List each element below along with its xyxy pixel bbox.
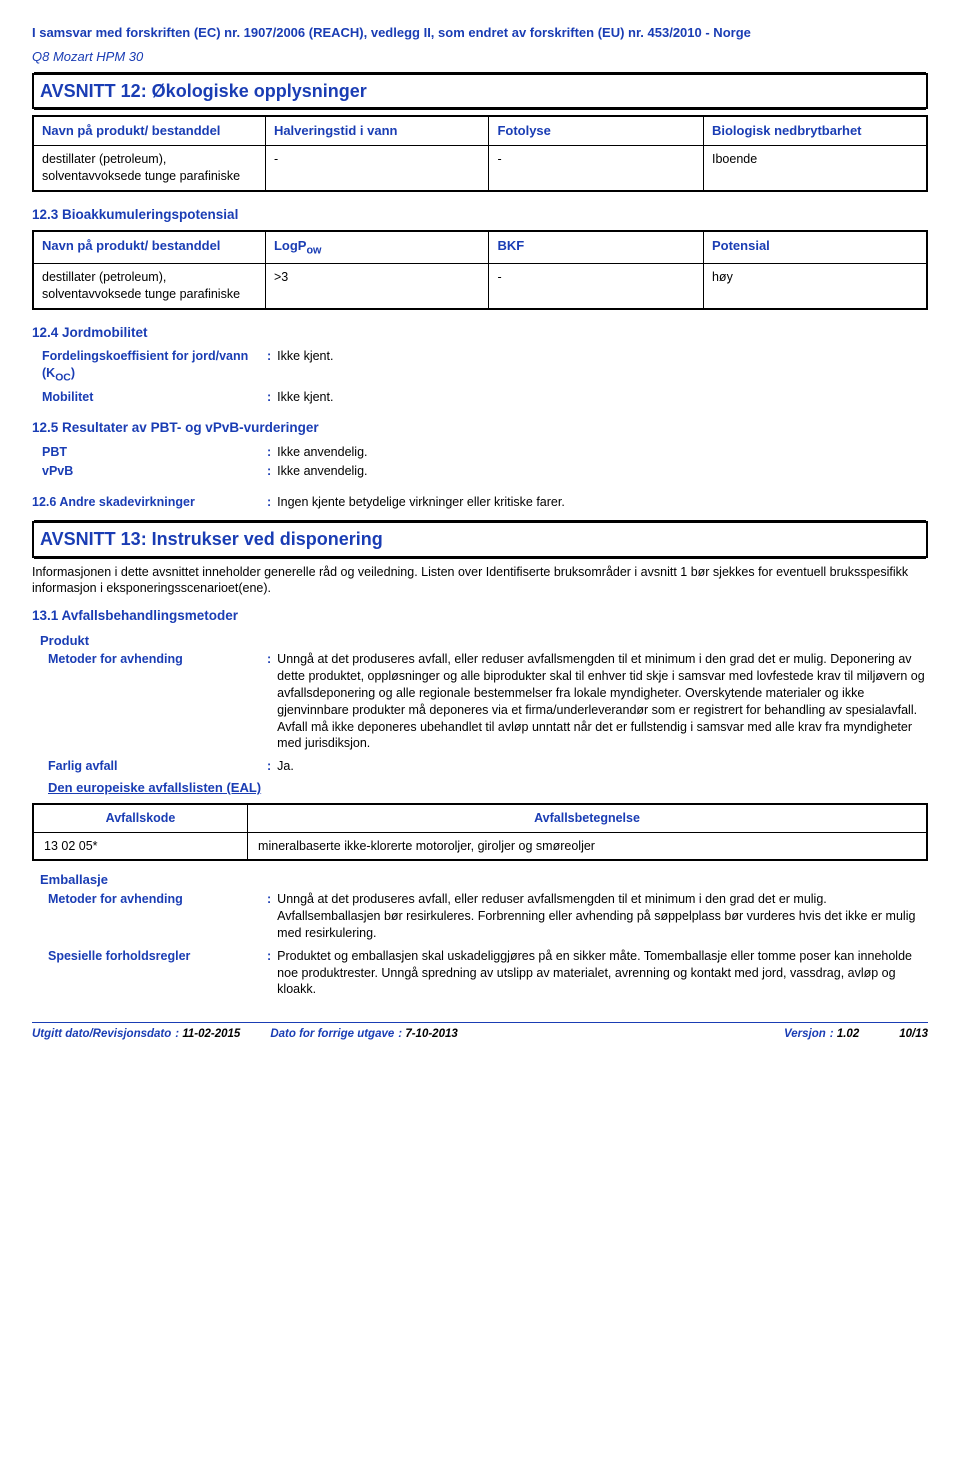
compliance-text: I samsvar med forskriften (EC) nr. 1907/…	[32, 24, 928, 42]
table-header: Avfallskode	[33, 804, 248, 832]
kv-label: Farlig avfall	[48, 758, 267, 775]
other-effects-row: 12.6 Andre skadevirkninger : Ingen kjent…	[32, 494, 928, 511]
special-precautions-row: Spesielle forholdsregler : Produktet og …	[32, 948, 928, 999]
table-cell: Iboende	[703, 145, 927, 190]
kv-label: Spesielle forholdsregler	[48, 948, 267, 999]
kv-label: Mobilitet	[42, 389, 267, 406]
section-12-title: AVSNITT 12: Økologiske opplysninger	[32, 73, 928, 109]
table-header: Fotolyse	[489, 116, 704, 145]
kv-value: Unngå at det produseres avfall, eller re…	[277, 891, 928, 942]
table-cell: >3	[265, 264, 489, 309]
section-13-title: AVSNITT 13: Instrukser ved disponering	[32, 521, 928, 557]
table-cell: destillater (petroleum), solventavvoksed…	[33, 145, 265, 190]
vpvb-row: vPvB : Ikke anvendelig.	[32, 463, 928, 480]
kv-value: Ikke kjent.	[277, 389, 928, 406]
table-header: Navn på produkt/ bestanddel	[33, 116, 265, 145]
pbt-row: PBT : Ikke anvendelig.	[32, 444, 928, 461]
packaging-heading: Emballasje	[40, 871, 928, 889]
kv-value: Ikke anvendelig.	[277, 463, 928, 480]
colon-icon: :	[267, 891, 271, 942]
subsection-12-5: 12.5 Resultater av PBT- og vPvB-vurderin…	[32, 419, 928, 437]
footer-version-value: 1.02	[837, 1027, 859, 1043]
colon-icon: :	[267, 651, 271, 752]
subsection-12-3: 12.3 Bioakkumuleringspotensial	[32, 206, 928, 224]
table-cell: -	[489, 264, 704, 309]
kv-value: Produktet og emballasjen skal uskadeligg…	[277, 948, 928, 999]
footer-prev-value: 7-10-2013	[405, 1027, 457, 1043]
product-heading: Produkt	[40, 632, 928, 650]
table-cell: -	[265, 145, 489, 190]
footer-prev-label: Dato for forrige utgave	[270, 1027, 394, 1043]
colon-icon: :	[267, 444, 271, 461]
colon-icon: :	[267, 348, 271, 385]
mobility-row: Mobilitet : Ikke kjent.	[32, 389, 928, 406]
waste-code-table: Avfallskode Avfallsbetegnelse 13 02 05* …	[32, 803, 928, 862]
table-cell: mineralbaserte ikke-klorerte motoroljer,…	[248, 832, 927, 860]
disposal-method-row: Metoder for avhending : Unngå at det pro…	[32, 651, 928, 752]
section-13-intro: Informasjonen i dette avsnittet innehold…	[32, 564, 928, 598]
kv-value: Ikke anvendelig.	[277, 444, 928, 461]
colon-icon: :	[267, 948, 271, 999]
table-cell: høy	[703, 264, 927, 309]
table-cell: destillater (petroleum), solventavvoksed…	[33, 264, 265, 309]
table-header: Navn på produkt/ bestanddel	[33, 231, 265, 264]
partition-coefficient-row: Fordelingskoeffisient for jord/vann (KOC…	[32, 348, 928, 385]
kv-value: Ikke kjent.	[277, 348, 928, 385]
kv-label: vPvB	[42, 463, 267, 480]
page-container: I samsvar med forskriften (EC) nr. 1907/…	[0, 0, 960, 1055]
kv-label: Metoder for avhending	[48, 891, 267, 942]
kv-value: Unngå at det produseres avfall, eller re…	[277, 651, 928, 752]
subsection-12-6: 12.6 Andre skadevirkninger	[32, 494, 267, 511]
footer-issued-label: Utgitt dato/Revisjonsdato	[32, 1027, 171, 1043]
subsection-12-4: 12.4 Jordmobilitet	[32, 324, 928, 342]
product-name: Q8 Mozart HPM 30	[32, 48, 928, 66]
table-header: LogPow	[265, 231, 489, 264]
colon-icon: :	[267, 494, 271, 511]
table-header: Avfallsbetegnelse	[248, 804, 927, 832]
kv-label: Fordelingskoeffisient for jord/vann (KOC…	[42, 348, 267, 385]
eal-heading: Den europeiske avfallslisten (EAL)	[48, 779, 928, 797]
kv-label: Metoder for avhending	[48, 651, 267, 752]
colon-icon: :	[267, 758, 271, 775]
table-header: Potensial	[703, 231, 927, 264]
halflife-table: Navn på produkt/ bestanddel Halveringsti…	[32, 115, 928, 191]
table-cell: -	[489, 145, 704, 190]
bioaccum-table: Navn på produkt/ bestanddel LogPow BKF P…	[32, 230, 928, 310]
packaging-method-row: Metoder for avhending : Unngå at det pro…	[32, 891, 928, 942]
hazardous-waste-row: Farlig avfall : Ja.	[32, 758, 928, 775]
kv-value: Ingen kjente betydelige virkninger eller…	[277, 494, 928, 511]
kv-value: Ja.	[277, 758, 928, 775]
table-cell: 13 02 05*	[33, 832, 248, 860]
footer-version-label: Versjon	[784, 1027, 826, 1043]
page-footer: Utgitt dato/Revisjonsdato : 11-02-2015 D…	[32, 1022, 928, 1043]
colon-icon: :	[267, 463, 271, 480]
table-header: BKF	[489, 231, 704, 264]
table-header: Biologisk nedbrytbarhet	[703, 116, 927, 145]
table-header: Halveringstid i vann	[265, 116, 489, 145]
colon-icon: :	[267, 389, 271, 406]
footer-issued-value: 11-02-2015	[182, 1027, 240, 1043]
subsection-13-1: 13.1 Avfallsbehandlingsmetoder	[32, 607, 928, 625]
footer-page-number: 10/13	[899, 1027, 928, 1043]
kv-label: PBT	[42, 444, 267, 461]
